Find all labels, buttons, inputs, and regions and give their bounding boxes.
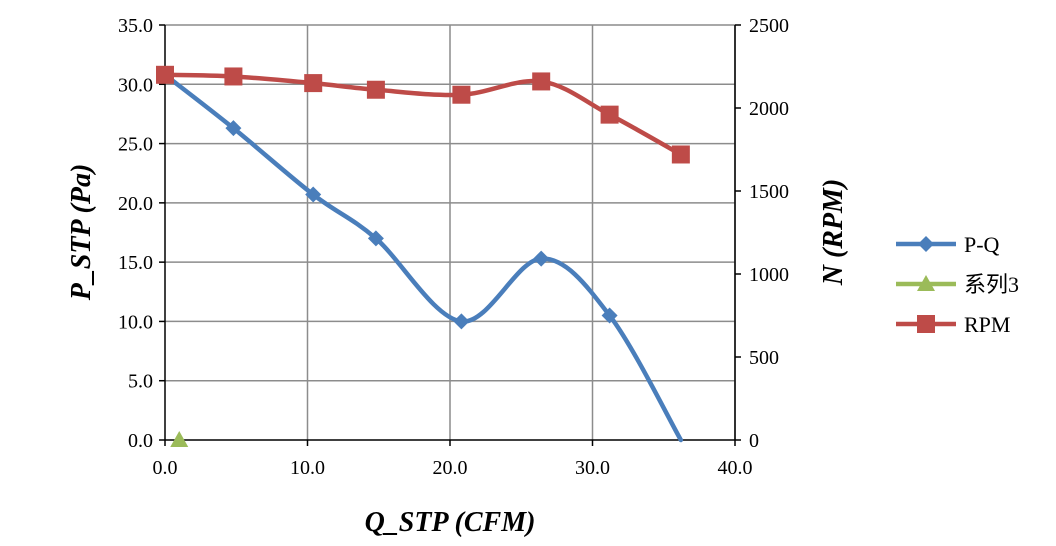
data-point (532, 72, 551, 91)
data-point (600, 105, 619, 124)
x-tick-label: 20.0 (433, 457, 468, 479)
y2-tick-label: 1000 (749, 264, 789, 286)
series-系列3 (170, 431, 189, 447)
y2-tick-label: 500 (749, 347, 779, 369)
legend-item: 系列3 (896, 272, 1019, 297)
y2-tick-label: 2000 (749, 98, 789, 120)
data-point (224, 67, 243, 86)
axes (159, 24, 741, 446)
legend-swatch-marker (917, 315, 935, 333)
tick-labels: 0.0 5.0 10.0 15.0 20.0 25.0 30.0 35.0 0.0 10.0 20.… (118, 15, 789, 479)
y-axis-title: P_STP (Pa) (66, 164, 97, 302)
data-point (304, 74, 323, 93)
data-point (305, 186, 322, 203)
data-point (367, 230, 384, 247)
legend-label: RPM (964, 312, 1010, 337)
y2-axis-title: N (RPM) (818, 179, 849, 287)
y-tick-label: 20.0 (118, 193, 153, 215)
data-point (671, 145, 690, 164)
data-point (170, 431, 189, 447)
y-tick-label: 0.0 (128, 430, 153, 452)
data-point (453, 313, 470, 330)
y-tick-label: 30.0 (118, 74, 153, 96)
y-tick-label: 5.0 (128, 371, 153, 393)
legend: P-Q 系列3 RPM (896, 232, 1019, 337)
data-point (601, 307, 618, 324)
series-P-Q (157, 66, 684, 443)
data-point (156, 65, 174, 84)
legend-swatch-marker (918, 236, 934, 252)
x-tick-label: 30.0 (575, 457, 610, 479)
data-point (366, 80, 385, 99)
legend-item: RPM (896, 312, 1010, 337)
x-tick-label: 10.0 (290, 457, 325, 479)
y-tick-label: 15.0 (118, 252, 153, 274)
x-tick-label: 0.0 (153, 457, 178, 479)
y2-tick-label: 0 (749, 430, 759, 452)
series-RPM (156, 65, 690, 164)
y2-tick-label: 2500 (749, 15, 789, 37)
y2-tick-label: 1500 (749, 181, 789, 203)
data-point (452, 85, 471, 104)
y-tick-label: 10.0 (118, 311, 153, 333)
series-line (162, 72, 684, 443)
data-point (225, 120, 242, 137)
data-point (533, 250, 550, 267)
series-layer (156, 65, 690, 447)
x-axis-title: Q_STP (CFM) (365, 507, 536, 538)
legend-label: 系列3 (964, 272, 1019, 297)
legend-swatch-marker (917, 275, 935, 291)
x-tick-label: 40.0 (718, 457, 753, 479)
legend-label: P-Q (964, 232, 1000, 257)
y-tick-label: 25.0 (118, 134, 153, 156)
legend-item: P-Q (896, 232, 1000, 257)
y-tick-label: 35.0 (118, 15, 153, 37)
